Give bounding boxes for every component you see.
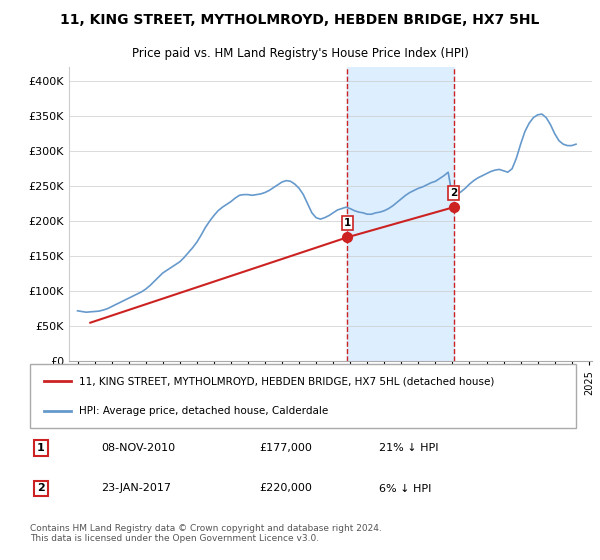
Text: 1: 1 (344, 218, 351, 228)
Text: HPI: Average price, detached house, Calderdale: HPI: Average price, detached house, Cald… (79, 406, 328, 416)
Text: 08-NOV-2010: 08-NOV-2010 (101, 443, 175, 453)
Bar (347, 67, 454, 361)
Text: £220,000: £220,000 (259, 483, 312, 493)
Text: 11, KING STREET, MYTHOLMROYD, HEBDEN BRIDGE, HX7 5HL: 11, KING STREET, MYTHOLMROYD, HEBDEN BRI… (61, 13, 539, 27)
Text: £177,000: £177,000 (259, 443, 312, 453)
Text: 2: 2 (37, 483, 45, 493)
Text: 11, KING STREET, MYTHOLMROYD, HEBDEN BRIDGE, HX7 5HL (detached house): 11, KING STREET, MYTHOLMROYD, HEBDEN BRI… (79, 376, 494, 386)
Text: 1: 1 (37, 443, 45, 453)
Text: 21% ↓ HPI: 21% ↓ HPI (379, 443, 439, 453)
Text: 2: 2 (450, 188, 457, 198)
Text: Contains HM Land Registry data © Crown copyright and database right 2024.
This d: Contains HM Land Registry data © Crown c… (30, 524, 382, 543)
FancyBboxPatch shape (30, 364, 576, 428)
Text: Price paid vs. HM Land Registry's House Price Index (HPI): Price paid vs. HM Land Registry's House … (131, 47, 469, 60)
Text: 23-JAN-2017: 23-JAN-2017 (101, 483, 171, 493)
Text: 6% ↓ HPI: 6% ↓ HPI (379, 483, 432, 493)
